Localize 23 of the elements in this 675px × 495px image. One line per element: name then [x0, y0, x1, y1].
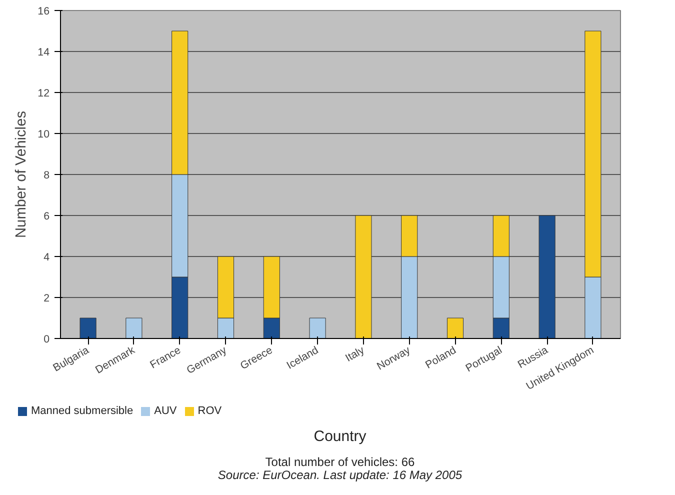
bar [538, 215, 556, 338]
bar [355, 215, 372, 338]
legend-label: Manned submersible [31, 405, 134, 417]
text: Total number of vehicles: 66 [264, 454, 416, 469]
y-tick-label: 4 [44, 252, 50, 264]
y-tick-label: 14 [38, 46, 50, 58]
bar [126, 318, 142, 338]
bar [80, 318, 96, 338]
y-tick-label: 0 [44, 334, 50, 346]
y-tick-label: 12 [38, 88, 50, 100]
legend-label: AUV [154, 405, 177, 417]
bar [446, 318, 464, 338]
y-axis-title: Number of Vehicles [14, 110, 30, 238]
x-tick-label: Italy [344, 344, 368, 364]
y-tick-label: 8 [44, 170, 50, 182]
y-tick-label: 2 [44, 292, 50, 304]
legend-label: ROV [198, 405, 222, 417]
y-tick-label: 16 [38, 6, 50, 18]
x-axis-title: Country [312, 427, 368, 448]
bar [309, 318, 326, 338]
y-tick-label: 10 [38, 128, 50, 140]
source-note: Source: EurOcean. Last update: 16 May 2005 [216, 468, 464, 482]
y-tick-label: 6 [44, 210, 50, 222]
